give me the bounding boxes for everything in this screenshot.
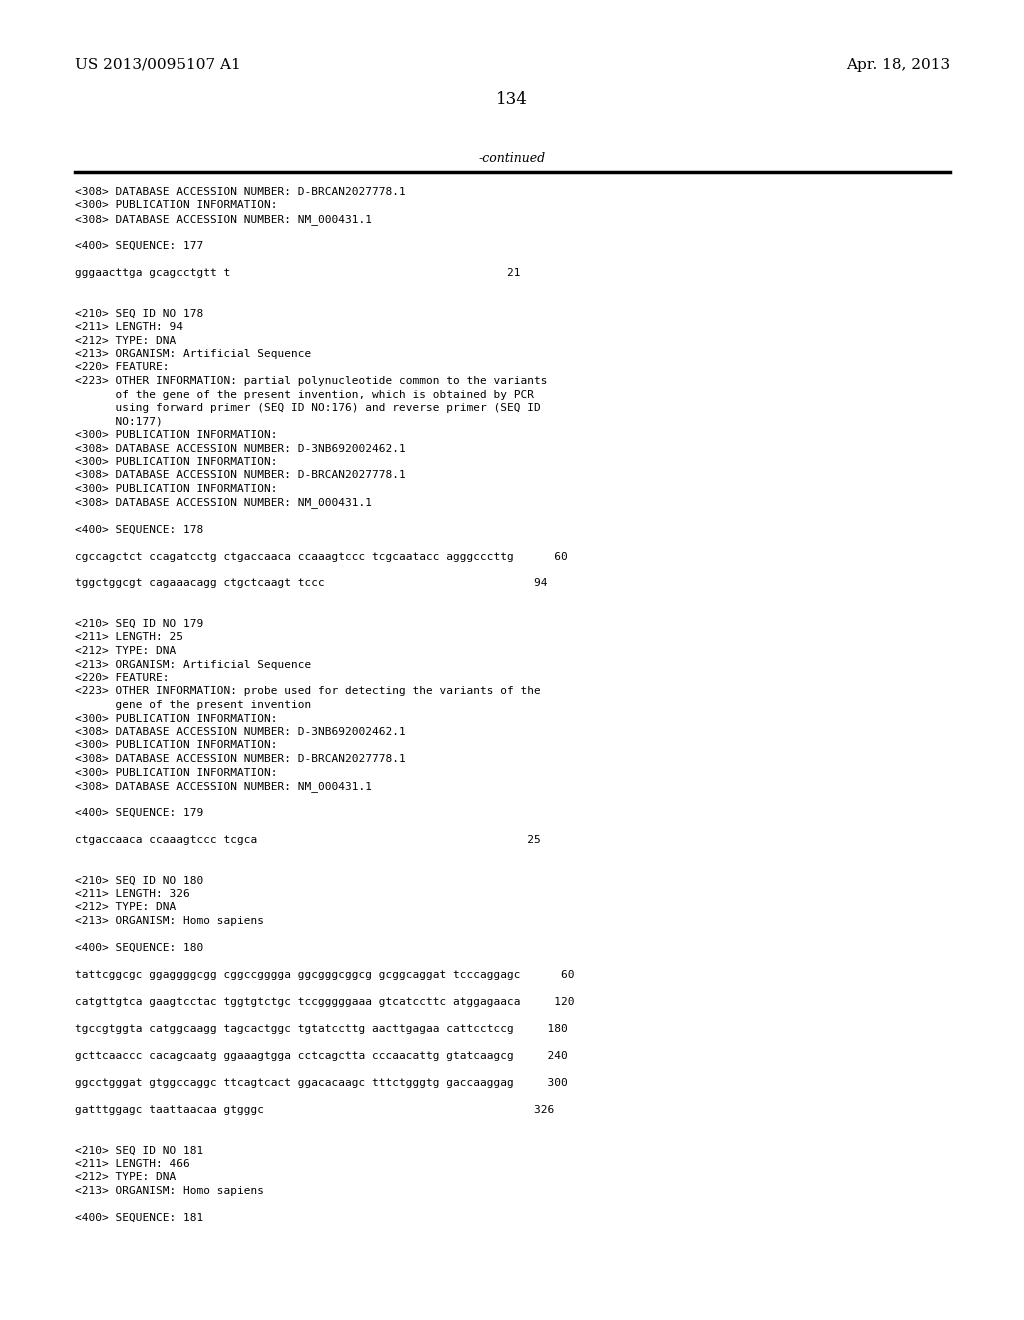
Text: <400> SEQUENCE: 178: <400> SEQUENCE: 178: [75, 524, 203, 535]
Text: gene of the present invention: gene of the present invention: [75, 700, 311, 710]
Text: <210> SEQ ID NO 178: <210> SEQ ID NO 178: [75, 309, 203, 318]
Text: <308> DATABASE ACCESSION NUMBER: D-3NB692002462.1: <308> DATABASE ACCESSION NUMBER: D-3NB69…: [75, 444, 406, 454]
Text: of the gene of the present invention, which is obtained by PCR: of the gene of the present invention, wh…: [75, 389, 534, 400]
Text: <400> SEQUENCE: 181: <400> SEQUENCE: 181: [75, 1213, 203, 1224]
Text: <223> OTHER INFORMATION: probe used for detecting the variants of the: <223> OTHER INFORMATION: probe used for …: [75, 686, 541, 697]
Text: ctgaccaaca ccaaagtccc tcgca                                        25: ctgaccaaca ccaaagtccc tcgca 25: [75, 836, 541, 845]
Text: US 2013/0095107 A1: US 2013/0095107 A1: [75, 58, 241, 73]
Text: <220> FEATURE:: <220> FEATURE:: [75, 363, 170, 372]
Text: <212> TYPE: DNA: <212> TYPE: DNA: [75, 645, 176, 656]
Text: <400> SEQUENCE: 177: <400> SEQUENCE: 177: [75, 242, 203, 251]
Text: <308> DATABASE ACCESSION NUMBER: NM_000431.1: <308> DATABASE ACCESSION NUMBER: NM_0004…: [75, 498, 372, 508]
Text: <400> SEQUENCE: 180: <400> SEQUENCE: 180: [75, 942, 203, 953]
Text: <210> SEQ ID NO 181: <210> SEQ ID NO 181: [75, 1146, 203, 1155]
Text: <212> TYPE: DNA: <212> TYPE: DNA: [75, 903, 176, 912]
Text: ggcctgggat gtggccaggc ttcagtcact ggacacaagc tttctgggtg gaccaaggag     300: ggcctgggat gtggccaggc ttcagtcact ggacaca…: [75, 1078, 567, 1088]
Text: <300> PUBLICATION INFORMATION:: <300> PUBLICATION INFORMATION:: [75, 201, 278, 210]
Text: <213> ORGANISM: Homo sapiens: <213> ORGANISM: Homo sapiens: [75, 1185, 264, 1196]
Text: <213> ORGANISM: Homo sapiens: <213> ORGANISM: Homo sapiens: [75, 916, 264, 927]
Text: gcttcaaccc cacagcaatg ggaaagtgga cctcagctta cccaacattg gtatcaagcg     240: gcttcaaccc cacagcaatg ggaaagtgga cctcagc…: [75, 1051, 567, 1061]
Text: 134: 134: [496, 91, 528, 108]
Text: <211> LENGTH: 326: <211> LENGTH: 326: [75, 888, 189, 899]
Text: <308> DATABASE ACCESSION NUMBER: D-BRCAN2027778.1: <308> DATABASE ACCESSION NUMBER: D-BRCAN…: [75, 470, 406, 480]
Text: <308> DATABASE ACCESSION NUMBER: D-BRCAN2027778.1: <308> DATABASE ACCESSION NUMBER: D-BRCAN…: [75, 754, 406, 764]
Text: <308> DATABASE ACCESSION NUMBER: D-BRCAN2027778.1: <308> DATABASE ACCESSION NUMBER: D-BRCAN…: [75, 187, 406, 197]
Text: gggaacttga gcagcctgtt t                                         21: gggaacttga gcagcctgtt t 21: [75, 268, 520, 279]
Text: tggctggcgt cagaaacagg ctgctcaagt tccc                               94: tggctggcgt cagaaacagg ctgctcaagt tccc 94: [75, 578, 548, 589]
Text: <223> OTHER INFORMATION: partial polynucleotide common to the variants: <223> OTHER INFORMATION: partial polynuc…: [75, 376, 548, 385]
Text: catgttgtca gaagtcctac tggtgtctgc tccgggggaaa gtcatccttc atggagaaca     120: catgttgtca gaagtcctac tggtgtctgc tccgggg…: [75, 997, 574, 1007]
Text: <308> DATABASE ACCESSION NUMBER: D-3NB692002462.1: <308> DATABASE ACCESSION NUMBER: D-3NB69…: [75, 727, 406, 737]
Text: <308> DATABASE ACCESSION NUMBER: NM_000431.1: <308> DATABASE ACCESSION NUMBER: NM_0004…: [75, 781, 372, 792]
Text: <212> TYPE: DNA: <212> TYPE: DNA: [75, 335, 176, 346]
Text: <211> LENGTH: 466: <211> LENGTH: 466: [75, 1159, 189, 1170]
Text: Apr. 18, 2013: Apr. 18, 2013: [846, 58, 950, 73]
Text: <308> DATABASE ACCESSION NUMBER: NM_000431.1: <308> DATABASE ACCESSION NUMBER: NM_0004…: [75, 214, 372, 224]
Text: NO:177): NO:177): [75, 417, 163, 426]
Text: <300> PUBLICATION INFORMATION:: <300> PUBLICATION INFORMATION:: [75, 767, 278, 777]
Text: <300> PUBLICATION INFORMATION:: <300> PUBLICATION INFORMATION:: [75, 741, 278, 751]
Text: <300> PUBLICATION INFORMATION:: <300> PUBLICATION INFORMATION:: [75, 430, 278, 440]
Text: <211> LENGTH: 94: <211> LENGTH: 94: [75, 322, 183, 333]
Text: <300> PUBLICATION INFORMATION:: <300> PUBLICATION INFORMATION:: [75, 714, 278, 723]
Text: gatttggagc taattaacaa gtgggc                                        326: gatttggagc taattaacaa gtgggc 326: [75, 1105, 554, 1115]
Text: <300> PUBLICATION INFORMATION:: <300> PUBLICATION INFORMATION:: [75, 457, 278, 467]
Text: -continued: -continued: [478, 152, 546, 165]
Text: <213> ORGANISM: Artificial Sequence: <213> ORGANISM: Artificial Sequence: [75, 348, 311, 359]
Text: cgccagctct ccagatcctg ctgaccaaca ccaaagtccc tcgcaatacc agggcccttg      60: cgccagctct ccagatcctg ctgaccaaca ccaaagt…: [75, 552, 567, 561]
Text: using forward primer (SEQ ID NO:176) and reverse primer (SEQ ID: using forward primer (SEQ ID NO:176) and…: [75, 403, 541, 413]
Text: <212> TYPE: DNA: <212> TYPE: DNA: [75, 1172, 176, 1183]
Text: <220> FEATURE:: <220> FEATURE:: [75, 673, 170, 682]
Text: <211> LENGTH: 25: <211> LENGTH: 25: [75, 632, 183, 643]
Text: tattcggcgc ggaggggcgg cggccgggga ggcgggcggcg gcggcaggat tcccaggagc      60: tattcggcgc ggaggggcgg cggccgggga ggcgggc…: [75, 970, 574, 979]
Text: <213> ORGANISM: Artificial Sequence: <213> ORGANISM: Artificial Sequence: [75, 660, 311, 669]
Text: <210> SEQ ID NO 180: <210> SEQ ID NO 180: [75, 875, 203, 886]
Text: <300> PUBLICATION INFORMATION:: <300> PUBLICATION INFORMATION:: [75, 484, 278, 494]
Text: tgccgtggta catggcaagg tagcactggc tgtatccttg aacttgagaa cattcctccg     180: tgccgtggta catggcaagg tagcactggc tgtatcc…: [75, 1024, 567, 1034]
Text: <400> SEQUENCE: 179: <400> SEQUENCE: 179: [75, 808, 203, 818]
Text: <210> SEQ ID NO 179: <210> SEQ ID NO 179: [75, 619, 203, 630]
